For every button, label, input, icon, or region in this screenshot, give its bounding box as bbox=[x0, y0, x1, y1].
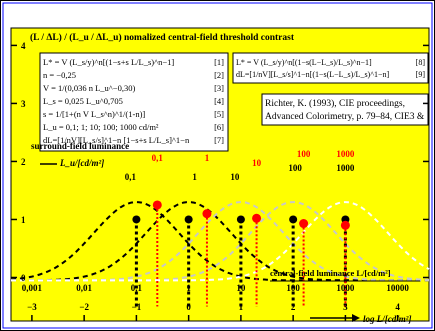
surround-value-2: 1 bbox=[205, 153, 210, 163]
marker-red-0 bbox=[152, 200, 162, 210]
formula-left-3: L_s = 0,025 L_u^0,705 bbox=[43, 96, 123, 106]
formula-left-ref-1: [2] bbox=[214, 70, 224, 80]
y-axis: 0 1 2 3 4 bbox=[11, 41, 429, 283]
formula-left-ref-2: [3] bbox=[214, 83, 224, 93]
marker-black-2 bbox=[236, 215, 245, 224]
series-line-0 bbox=[10, 201, 429, 282]
x-tick-label-2: −1 bbox=[132, 302, 142, 312]
lin-tick-label-1: 0,01 bbox=[76, 283, 92, 293]
lin-tick-label-0: 0,001 bbox=[22, 283, 43, 293]
x-axis-label: log L/[cd/m²] bbox=[363, 314, 411, 324]
surround-value-labels: 0,1 0,1 11 10 10 100 100 1000 1000 bbox=[125, 149, 355, 182]
surround-value-1: 0,1 bbox=[152, 153, 164, 163]
formula-left-5: L_u = 0,1; 1; 10; 100; 1000 cd/m² bbox=[43, 122, 159, 132]
formula-box-right bbox=[232, 52, 429, 84]
linear-value-axis: 0,001 0,01 0,1 1 10 100 1000 10000 bbox=[22, 283, 410, 293]
y-tick-label-3: 3 bbox=[21, 99, 26, 109]
surround-unit: L_u/[cd/m²] bbox=[59, 158, 104, 168]
marker-red-3 bbox=[299, 219, 309, 229]
lin-tick-label-5: 100 bbox=[286, 283, 300, 293]
formula-left-6: dL=[1/nV][L_s/s]^1−n [1−s+s L/L_s]^1−n bbox=[43, 135, 190, 145]
formula-list-right: L* = V (L_s/y)^n[(1−s(L−L_s)/L_s)^n−1] [8… bbox=[236, 58, 425, 79]
y-tick-label-0: 0 bbox=[21, 273, 26, 283]
formula-left-ref-0: [1] bbox=[214, 57, 224, 67]
formula-left-ref-5: [6] bbox=[214, 122, 224, 132]
formula-left-ref-4: [5] bbox=[214, 109, 224, 119]
curve-group bbox=[10, 201, 430, 282]
x-tick-label-5: 2 bbox=[291, 302, 296, 312]
marker-lines bbox=[134, 204, 347, 307]
y-tick-label-1: 1 bbox=[21, 215, 26, 225]
y-tick-label-4: 4 bbox=[21, 41, 26, 51]
marker-red-2 bbox=[252, 213, 262, 223]
x-axis: −3 −2 −1 0 1 2 3 4 bbox=[27, 302, 400, 321]
surround-value-0: 0,1 bbox=[125, 172, 137, 182]
marker-black-3 bbox=[289, 215, 298, 224]
chart-title: (L / ΔL) / (L_u / ΔL_u) nomalized centra… bbox=[30, 32, 295, 43]
surround-value-5: 10 bbox=[252, 158, 262, 168]
reference-line-1: Richter, K. (1993), CIE proceedings, bbox=[265, 98, 405, 109]
formula-left-4: s = 1/[1+(n V L_s^n)^1/(1-n)] bbox=[43, 109, 145, 119]
series-line-3 bbox=[11, 201, 430, 282]
formula-left-1: n = −0,25 bbox=[43, 70, 76, 80]
formula-box-left bbox=[39, 52, 229, 152]
x-tick-label-7: 4 bbox=[395, 302, 400, 312]
marker-group bbox=[132, 200, 350, 230]
formula-left-ref-3: [4] bbox=[214, 96, 224, 106]
surround-value-6: 100 bbox=[297, 149, 311, 159]
reference-line-2: Advanced Colorimetry, p. 79–84, CIE3 & bbox=[265, 112, 425, 122]
formula-right-0: L* = V (L_s/y)^n[(1−s(L−L_s)/L_s)^n−1] bbox=[236, 58, 372, 67]
surround-value-9: 1000 bbox=[336, 163, 355, 173]
marker-black-0 bbox=[132, 215, 141, 224]
y-tick-label-2: 2 bbox=[21, 157, 26, 167]
formula-left-2: V = 1/(0,036 n L_u^−0,30) bbox=[43, 83, 135, 93]
formula-right-ref-1: [9] bbox=[416, 70, 426, 79]
x-axis-arrowhead bbox=[352, 314, 360, 322]
reference-box bbox=[261, 93, 429, 126]
series-line-4 bbox=[11, 201, 430, 282]
surround-value-3: 1 bbox=[192, 172, 197, 182]
x-tick-label-3: 0 bbox=[186, 302, 191, 312]
inner-frame bbox=[2, 2, 433, 329]
surround-value-8: 1000 bbox=[336, 149, 355, 159]
marker-red-1 bbox=[202, 209, 212, 219]
x-tick-label-1: −2 bbox=[79, 302, 89, 312]
marker-black-1 bbox=[184, 215, 193, 224]
x-tick-label-0: −3 bbox=[27, 302, 37, 312]
lin-tick-label-6: 1000 bbox=[336, 283, 355, 293]
surround-label: surround-field luminance bbox=[31, 141, 129, 151]
lin-tick-label-4: 10 bbox=[236, 283, 246, 293]
formula-list-left: L* = V (L_s/y)^n[(1−s+s L/L_s)^n−1] [1] n … bbox=[43, 57, 224, 145]
x-tick-label-6: 3 bbox=[343, 302, 348, 312]
lin-tick-label-2: 0,1 bbox=[131, 283, 143, 293]
formula-left-0: L* = V (L_s/y)^n[(1−s+s L/L_s)^n−1] bbox=[43, 57, 174, 67]
formula-left-ref-6: [7] bbox=[214, 135, 224, 145]
formula-right-ref-0: [8] bbox=[416, 58, 426, 67]
lin-tick-label-3: 1 bbox=[186, 283, 191, 293]
lin-tick-label-7: 10000 bbox=[386, 283, 409, 293]
surround-value-7: 100 bbox=[288, 163, 302, 173]
surround-value-4: 10 bbox=[230, 172, 240, 182]
x-tick-label-4: 1 bbox=[239, 302, 244, 312]
central-field-label: central-field luminance L/[cd/m²] bbox=[270, 268, 391, 278]
formula-right-1: dL=[1/nV][L_s/s]^1−n[(1−s(L−L_s)/L_s)^1−… bbox=[236, 70, 389, 79]
marker-red-4 bbox=[340, 220, 350, 230]
